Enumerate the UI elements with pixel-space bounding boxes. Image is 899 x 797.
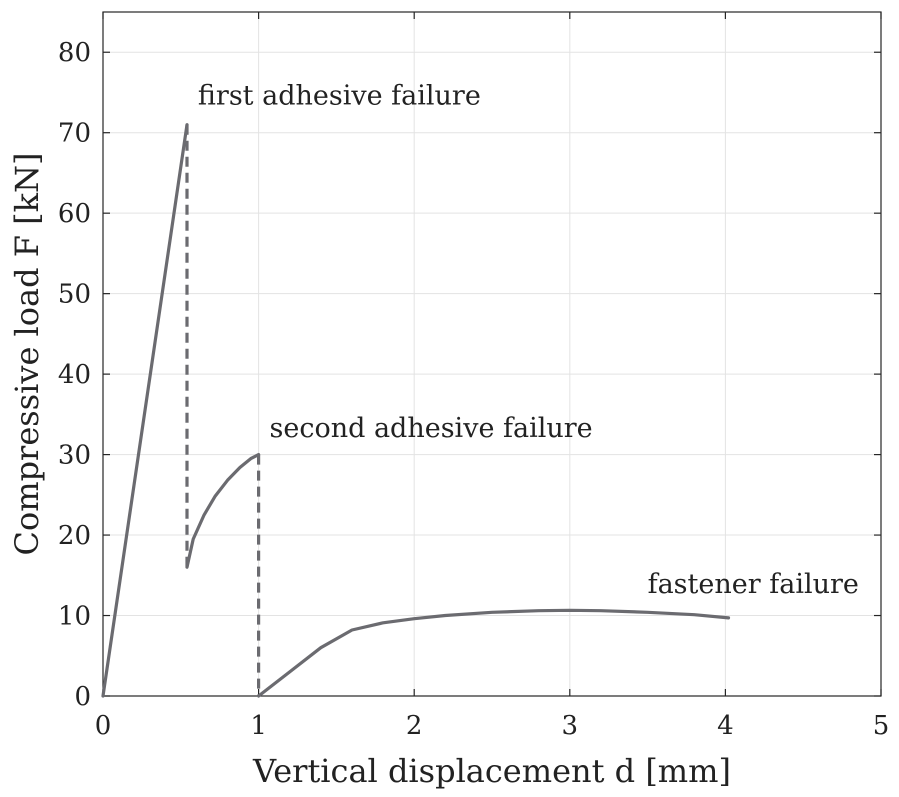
annotation-3: fastener failure — [648, 569, 859, 600]
y-tick-label: 60 — [58, 199, 91, 229]
x-tick-label: 0 — [95, 711, 112, 741]
x-tick-label: 2 — [406, 711, 423, 741]
y-tick-label: 30 — [58, 441, 91, 471]
y-tick-label: 50 — [58, 280, 91, 310]
y-tick-label: 0 — [74, 682, 91, 712]
y-tick-label: 80 — [58, 38, 91, 68]
series-fastener-phase — [257, 608, 731, 698]
grid-layer — [103, 12, 881, 696]
y-axis-label: Compressive load F [kN] — [8, 152, 46, 555]
x-tick-label: 1 — [250, 711, 267, 741]
y-tick-label: 20 — [58, 521, 91, 551]
x-tick-label: 5 — [873, 711, 890, 741]
y-tick-label: 10 — [58, 602, 91, 632]
plot-frame — [102, 11, 882, 697]
annotation-2: second adhesive failure — [269, 413, 592, 444]
x-tick-label: 3 — [562, 711, 579, 741]
x-axis-label: Vertical displacement d [mm] — [252, 752, 731, 790]
y-tick-label: 70 — [58, 119, 91, 149]
annotation-layer: first adhesive failure second adhesive fa… — [198, 81, 859, 600]
series-layer — [101, 123, 731, 698]
x-tick-label: 4 — [717, 711, 734, 741]
series-reloading-to-second-failure — [185, 453, 261, 569]
series-loading-to-first-failure — [101, 123, 189, 698]
y-tick-label: 40 — [58, 360, 91, 390]
annotation-1: first adhesive failure — [198, 81, 481, 112]
